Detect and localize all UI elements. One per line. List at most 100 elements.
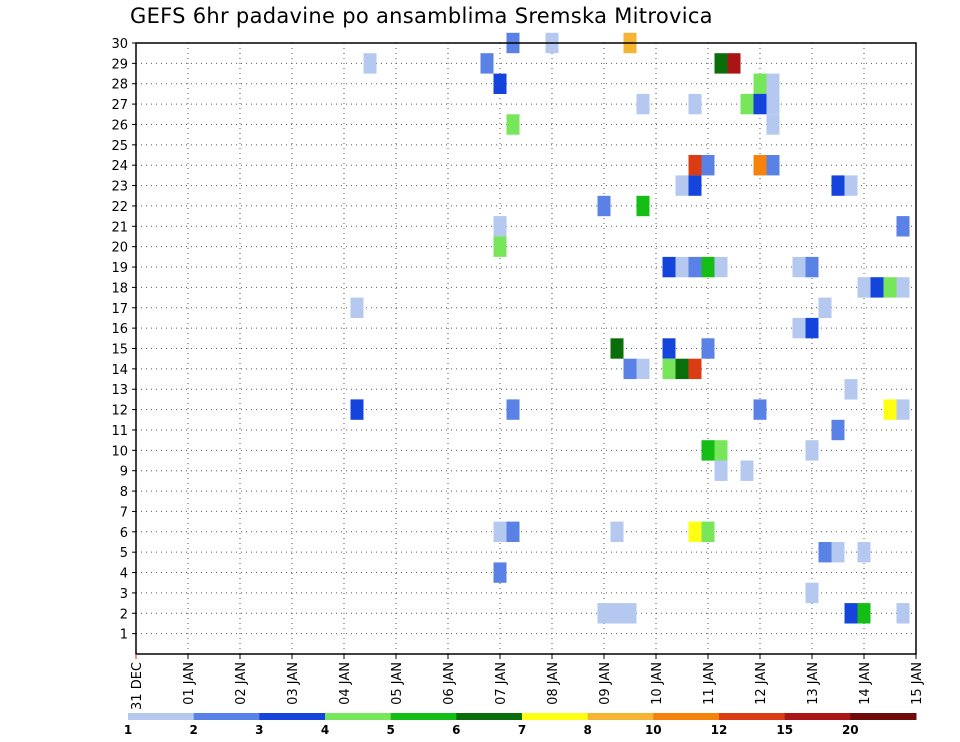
- legend-swatch: [259, 713, 326, 720]
- y-tick-label: 18: [111, 281, 128, 296]
- legend-swatch: [719, 713, 786, 720]
- legend-label: 3: [255, 723, 263, 737]
- heatmap-cell: [818, 542, 832, 563]
- heatmap-cell: [714, 460, 728, 481]
- x-tick-label: 02 JAN: [234, 662, 249, 705]
- heatmap-cell: [493, 236, 507, 257]
- heatmap-cell: [753, 73, 767, 94]
- x-tick-label: 14 JAN: [858, 662, 873, 705]
- y-tick-label: 3: [120, 587, 128, 602]
- y-tick-label: 16: [111, 322, 128, 337]
- heatmap-cell: [610, 521, 624, 542]
- legend-label: 4: [321, 723, 329, 737]
- y-tick-label: 24: [111, 159, 128, 174]
- y-tick-label: 26: [111, 118, 128, 133]
- heatmap-cell: [688, 93, 702, 115]
- y-tick-label: 21: [111, 220, 128, 235]
- y-tick-label: 15: [111, 343, 128, 358]
- legend-swatch: [325, 713, 392, 720]
- y-tick-label: 14: [111, 363, 128, 378]
- y-tick-label: 6: [120, 526, 128, 541]
- legend-swatch: [784, 713, 851, 720]
- heatmap-cell: [740, 93, 754, 115]
- y-tick-label: 23: [111, 180, 128, 195]
- x-tick-label: 12 JAN: [754, 662, 769, 705]
- legend-label: 20: [842, 723, 859, 737]
- heatmap-cell: [701, 338, 715, 359]
- heatmap-cell: [636, 195, 650, 217]
- y-tick-label: 19: [111, 261, 128, 276]
- y-tick-label: 7: [120, 505, 128, 520]
- heatmap-cell: [506, 114, 520, 135]
- heatmap-cell: [493, 73, 507, 94]
- heatmap-cell: [792, 317, 806, 339]
- y-tick-label: 2: [120, 607, 128, 622]
- heatmap-cell: [766, 114, 780, 135]
- legend-label: 12: [711, 723, 728, 737]
- heatmap-cell: [857, 603, 871, 624]
- y-tick-label: 1: [120, 628, 128, 643]
- heatmap-cell: [805, 440, 819, 461]
- heatmap-cell: [506, 399, 520, 420]
- heatmap-cell: [805, 256, 819, 278]
- heatmap-cell: [805, 317, 819, 339]
- x-tick-label: 09 JAN: [598, 662, 613, 705]
- heatmap-cell: [597, 195, 611, 217]
- heatmap-cell: [675, 175, 689, 196]
- heatmap-cell: [662, 338, 676, 359]
- heatmap-cell: [636, 358, 650, 380]
- legend-swatch: [390, 713, 457, 720]
- y-tick-label: 4: [120, 567, 128, 582]
- heatmap-cell: [896, 603, 910, 624]
- legend-swatch: [456, 713, 523, 720]
- heatmap-cell: [857, 277, 871, 298]
- legend-label: 8: [584, 723, 592, 737]
- x-tick-label: 31 DEC: [130, 662, 145, 710]
- heatmap-cell: [701, 521, 715, 542]
- x-tick-label: 07 JAN: [494, 662, 509, 705]
- x-tick-label: 01 JAN: [182, 662, 197, 705]
- heatmap-cell: [844, 379, 858, 400]
- heatmap-cell: [753, 155, 767, 176]
- legend-label: 15: [776, 723, 793, 737]
- heatmap-cell: [831, 175, 845, 196]
- heatmap-cell: [844, 603, 858, 624]
- heatmap-cell: [688, 155, 702, 176]
- heatmap-cell: [818, 297, 832, 318]
- legend-label: 2: [190, 723, 198, 737]
- x-tick-label: 10 JAN: [650, 662, 665, 705]
- heatmap-cell: [714, 440, 728, 461]
- heatmap-cell: [883, 399, 897, 420]
- heatmap-cell: [896, 216, 910, 237]
- heatmap-cell: [493, 521, 507, 542]
- heatmap-cell: [844, 175, 858, 196]
- heatmap-cell: [493, 216, 507, 237]
- heatmap-cell: [870, 277, 884, 298]
- legend-swatch: [193, 713, 260, 720]
- heatmap-cell: [623, 603, 637, 624]
- legend-swatch: [587, 713, 654, 720]
- heatmap-cell: [753, 399, 767, 420]
- heatmap-cell: [675, 358, 689, 380]
- y-tick-label: 28: [111, 78, 128, 93]
- heatmap-cell: [727, 53, 741, 74]
- heatmap-cell: [597, 603, 611, 624]
- heatmap-cell: [493, 562, 507, 583]
- legend-swatch: [128, 713, 195, 720]
- y-tick-label: 20: [111, 241, 128, 256]
- x-tick-label: 03 JAN: [286, 662, 301, 705]
- y-tick-label: 8: [120, 485, 128, 500]
- heatmap-cell: [701, 440, 715, 461]
- heatmap-cell: [506, 521, 520, 542]
- x-tick-label: 06 JAN: [442, 662, 457, 705]
- heatmap-cell: [831, 542, 845, 563]
- y-tick-label: 5: [120, 546, 128, 561]
- heatmap-cell: [714, 256, 728, 278]
- x-tick-label: 13 JAN: [806, 662, 821, 705]
- heatmap-cell: [740, 460, 754, 481]
- x-tick-label: 15 JAN: [910, 662, 925, 705]
- heatmap-cell: [623, 358, 637, 380]
- legend-label: 10: [645, 723, 662, 737]
- y-tick-label: 11: [111, 424, 128, 439]
